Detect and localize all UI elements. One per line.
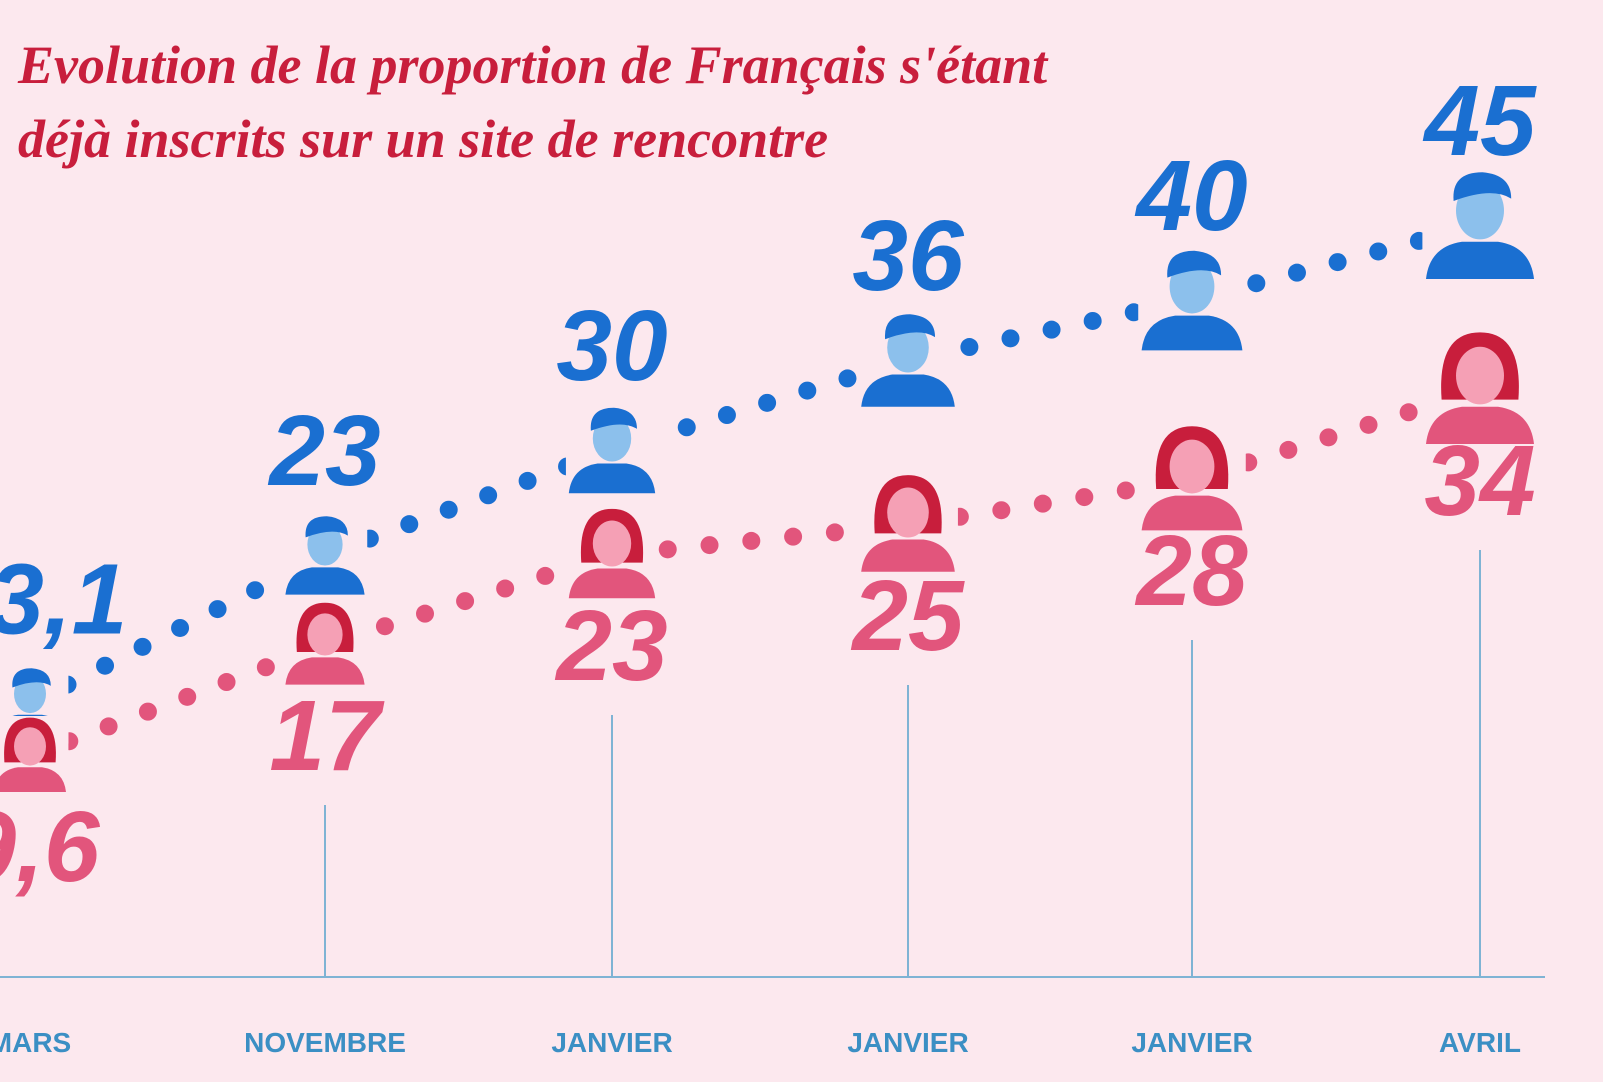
shoulders [1426, 241, 1534, 279]
shoulders [568, 568, 656, 599]
shoulders [0, 767, 67, 793]
data-label: 36 [852, 200, 965, 312]
man-icon [858, 308, 958, 412]
face [887, 487, 929, 538]
woman-icon [565, 507, 659, 603]
data-label: 23 [267, 395, 380, 507]
x-tick-label: JANVIER [847, 1027, 968, 1058]
x-tick-label: MARS [0, 1027, 71, 1058]
dotted-line [21, 216, 1489, 713]
shoulders [861, 539, 955, 572]
shoulders [1141, 315, 1243, 351]
hair [1453, 172, 1512, 201]
shoulders [568, 463, 656, 494]
data-label: 17 [269, 680, 385, 792]
man-icon [1138, 244, 1246, 356]
chart-title: Evolution de la proportion de Français s… [18, 35, 1048, 169]
x-tick-label: JANVIER [551, 1027, 672, 1058]
woman-icon [1422, 330, 1538, 450]
hair [12, 668, 51, 688]
face [14, 727, 46, 766]
shoulders [285, 657, 365, 685]
shoulders [861, 374, 955, 407]
face [592, 520, 632, 567]
shoulders [285, 567, 365, 595]
woman-icon [282, 601, 368, 689]
x-tick-label: NOVEMBRE [244, 1027, 406, 1058]
data-label: 30 [556, 290, 667, 402]
x-tick-label: JANVIER [1131, 1027, 1252, 1058]
hair [305, 516, 348, 538]
woman-icon [858, 473, 958, 577]
face [1456, 346, 1504, 405]
face [1169, 439, 1215, 494]
shoulders [1141, 495, 1243, 531]
data-label: 28 [1134, 515, 1248, 627]
data-label: 25 [850, 560, 965, 672]
x-tick-label: AVRIL [1439, 1027, 1521, 1058]
data-label: 45 [1422, 65, 1537, 177]
man-icon [1422, 165, 1538, 285]
shoulders [1426, 406, 1534, 444]
man-icon [282, 511, 368, 599]
woman-icon [0, 716, 69, 796]
hair [884, 314, 936, 340]
man-icon [565, 402, 659, 498]
woman-icon [1138, 424, 1246, 536]
data-label: 40 [1134, 140, 1247, 252]
data-label: 13,1 [0, 544, 127, 656]
hair [590, 407, 637, 431]
data-label: 23 [554, 590, 667, 702]
hair [1167, 250, 1222, 278]
data-label: 9,6 [0, 791, 101, 903]
face [307, 613, 343, 656]
dotted-line [21, 381, 1489, 765]
data-label: 34 [1424, 425, 1535, 537]
